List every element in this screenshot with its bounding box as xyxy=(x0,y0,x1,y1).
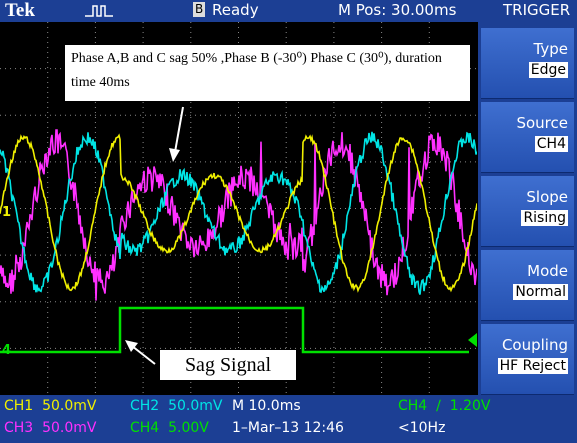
status: Ready xyxy=(212,1,259,19)
sag-label: Sag Signal xyxy=(160,350,296,380)
menu-button: Coupling HF Reject xyxy=(481,324,574,395)
brand: Tek xyxy=(5,0,35,22)
footer-item: CH4 5.00V xyxy=(130,420,209,436)
position: M Pos: 30.00ms xyxy=(338,1,456,19)
trigger-icon xyxy=(85,3,115,19)
menu-label: Source xyxy=(516,114,568,132)
menu-value: CH4 xyxy=(535,136,568,152)
menu-title: TRIGGER xyxy=(503,1,570,19)
annotation-note: Phase A,B and C sag 50% ,Phase B (-30⁰) … xyxy=(65,45,470,101)
menu-button: Slope Rising xyxy=(481,176,574,247)
footer-item: CH1 50.0mV xyxy=(4,398,97,414)
menu-value: Normal xyxy=(513,284,568,300)
menu-label: Mode xyxy=(527,262,568,280)
menu-value: HF Reject xyxy=(498,358,568,374)
footer-item: CH4 ∕ 1.20V xyxy=(398,398,490,414)
arrow xyxy=(132,346,155,364)
trigger-arrow xyxy=(468,333,477,347)
menu-value: Edge xyxy=(529,62,568,78)
arrow-head xyxy=(169,148,180,162)
menu-button: Type Edge xyxy=(481,28,574,99)
footer-item: M 10.0ms xyxy=(232,398,301,414)
menu-button: Mode Normal xyxy=(481,250,574,321)
footer-item: CH2 50.0mV xyxy=(130,398,223,414)
oscilloscope-screen: Tek B Ready M Pos: 30.00ms TRIGGER Type E… xyxy=(0,0,577,443)
trigger-menu: Type Edge Source CH4 Slope Rising Mode Normal Co… xyxy=(478,22,577,395)
status-badge: B xyxy=(193,2,205,17)
footer-item: CH3 50.0mV xyxy=(4,420,97,436)
sag-signal xyxy=(0,308,469,352)
arrow xyxy=(175,107,183,152)
status-bar: CH1 50.0mV CH2 50.0mV M 10.0ms CH4 ∕ 1.20V C… xyxy=(0,395,577,443)
menu-label: Type xyxy=(534,40,568,58)
top-bar: Tek B Ready M Pos: 30.00ms TRIGGER xyxy=(0,0,577,22)
menu-label: Coupling xyxy=(502,336,568,354)
ch4-marker: 4 xyxy=(2,343,11,358)
menu-value: Rising xyxy=(521,210,568,226)
menu-button: Source CH4 xyxy=(481,102,574,173)
menu-label: Slope xyxy=(526,188,568,206)
ch1-marker: 1 xyxy=(2,205,11,220)
footer-item: <10Hz xyxy=(398,420,445,436)
footer-item: 1–Mar–13 12:46 xyxy=(232,420,344,436)
